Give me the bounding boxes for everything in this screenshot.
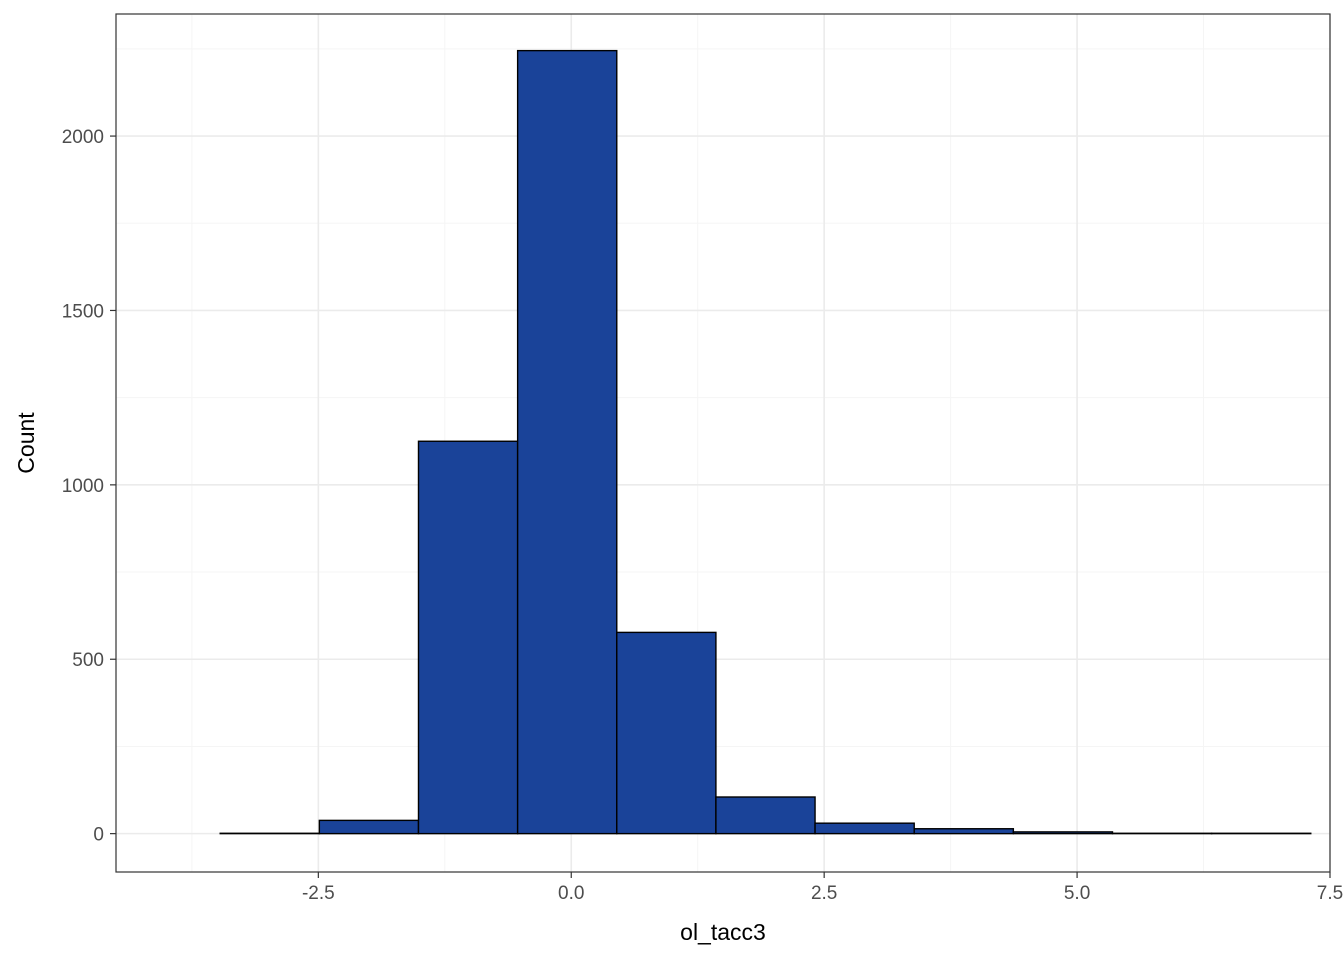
histogram-bar xyxy=(913,828,1015,835)
x-axis-title: ol_tacc3 xyxy=(680,919,766,945)
y-tick-label: 500 xyxy=(72,650,104,671)
y-axis-title: Count xyxy=(13,412,39,474)
x-tick-label: 5.0 xyxy=(1064,883,1090,904)
x-tick-label: 7.5 xyxy=(1317,883,1343,904)
histogram-bar xyxy=(318,819,420,835)
histogram-bar xyxy=(616,631,717,835)
y-tick-label: 1000 xyxy=(62,476,104,497)
y-tick-label: 2000 xyxy=(62,127,104,148)
histogram-bar xyxy=(715,796,816,835)
histogram-bar xyxy=(417,440,519,835)
x-axis-ticks: -2.5 0.0 2.5 5.0 7.5 xyxy=(302,872,1343,904)
y-tick-label: 0 xyxy=(93,825,104,846)
histogram-bar xyxy=(814,822,915,835)
x-tick-label: -2.5 xyxy=(302,883,335,904)
panel-border xyxy=(115,13,1331,873)
y-tick-label: 1500 xyxy=(62,301,104,322)
y-axis-ticks: 0 500 1000 1500 2000 xyxy=(62,127,116,846)
x-tick-label: 0.0 xyxy=(558,883,584,904)
x-tick-label: 2.5 xyxy=(811,883,837,904)
histogram-bar xyxy=(516,49,618,835)
histogram-bars xyxy=(219,49,1312,835)
histogram-bar xyxy=(1012,831,1114,835)
